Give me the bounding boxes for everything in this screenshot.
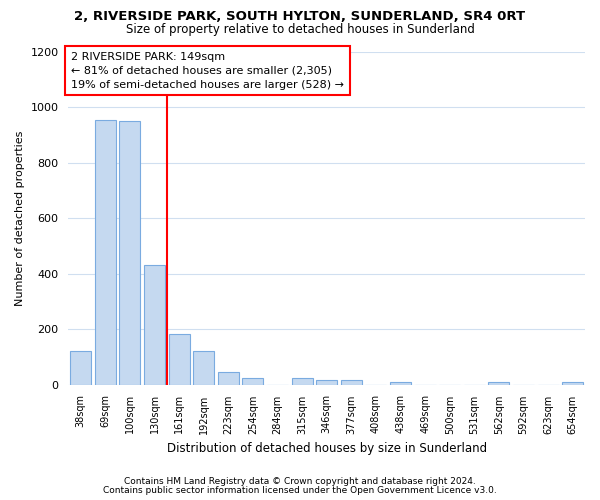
Bar [95, 120, 116, 384]
Bar [341, 380, 362, 384]
Bar [169, 334, 190, 384]
Bar [242, 378, 263, 384]
Bar [316, 380, 337, 384]
Bar [193, 352, 214, 384]
Bar [218, 372, 239, 384]
Bar [70, 352, 91, 384]
Bar [562, 382, 583, 384]
Text: Size of property relative to detached houses in Sunderland: Size of property relative to detached ho… [125, 22, 475, 36]
Y-axis label: Number of detached properties: Number of detached properties [15, 130, 25, 306]
X-axis label: Distribution of detached houses by size in Sunderland: Distribution of detached houses by size … [167, 442, 487, 455]
Bar [390, 382, 411, 384]
Bar [144, 265, 165, 384]
Bar [488, 382, 509, 384]
Text: 2, RIVERSIDE PARK, SOUTH HYLTON, SUNDERLAND, SR4 0RT: 2, RIVERSIDE PARK, SOUTH HYLTON, SUNDERL… [74, 10, 526, 23]
Text: Contains public sector information licensed under the Open Government Licence v3: Contains public sector information licen… [103, 486, 497, 495]
Text: Contains HM Land Registry data © Crown copyright and database right 2024.: Contains HM Land Registry data © Crown c… [124, 477, 476, 486]
Text: 2 RIVERSIDE PARK: 149sqm
← 81% of detached houses are smaller (2,305)
19% of sem: 2 RIVERSIDE PARK: 149sqm ← 81% of detach… [71, 52, 344, 90]
Bar [292, 378, 313, 384]
Bar [119, 121, 140, 384]
